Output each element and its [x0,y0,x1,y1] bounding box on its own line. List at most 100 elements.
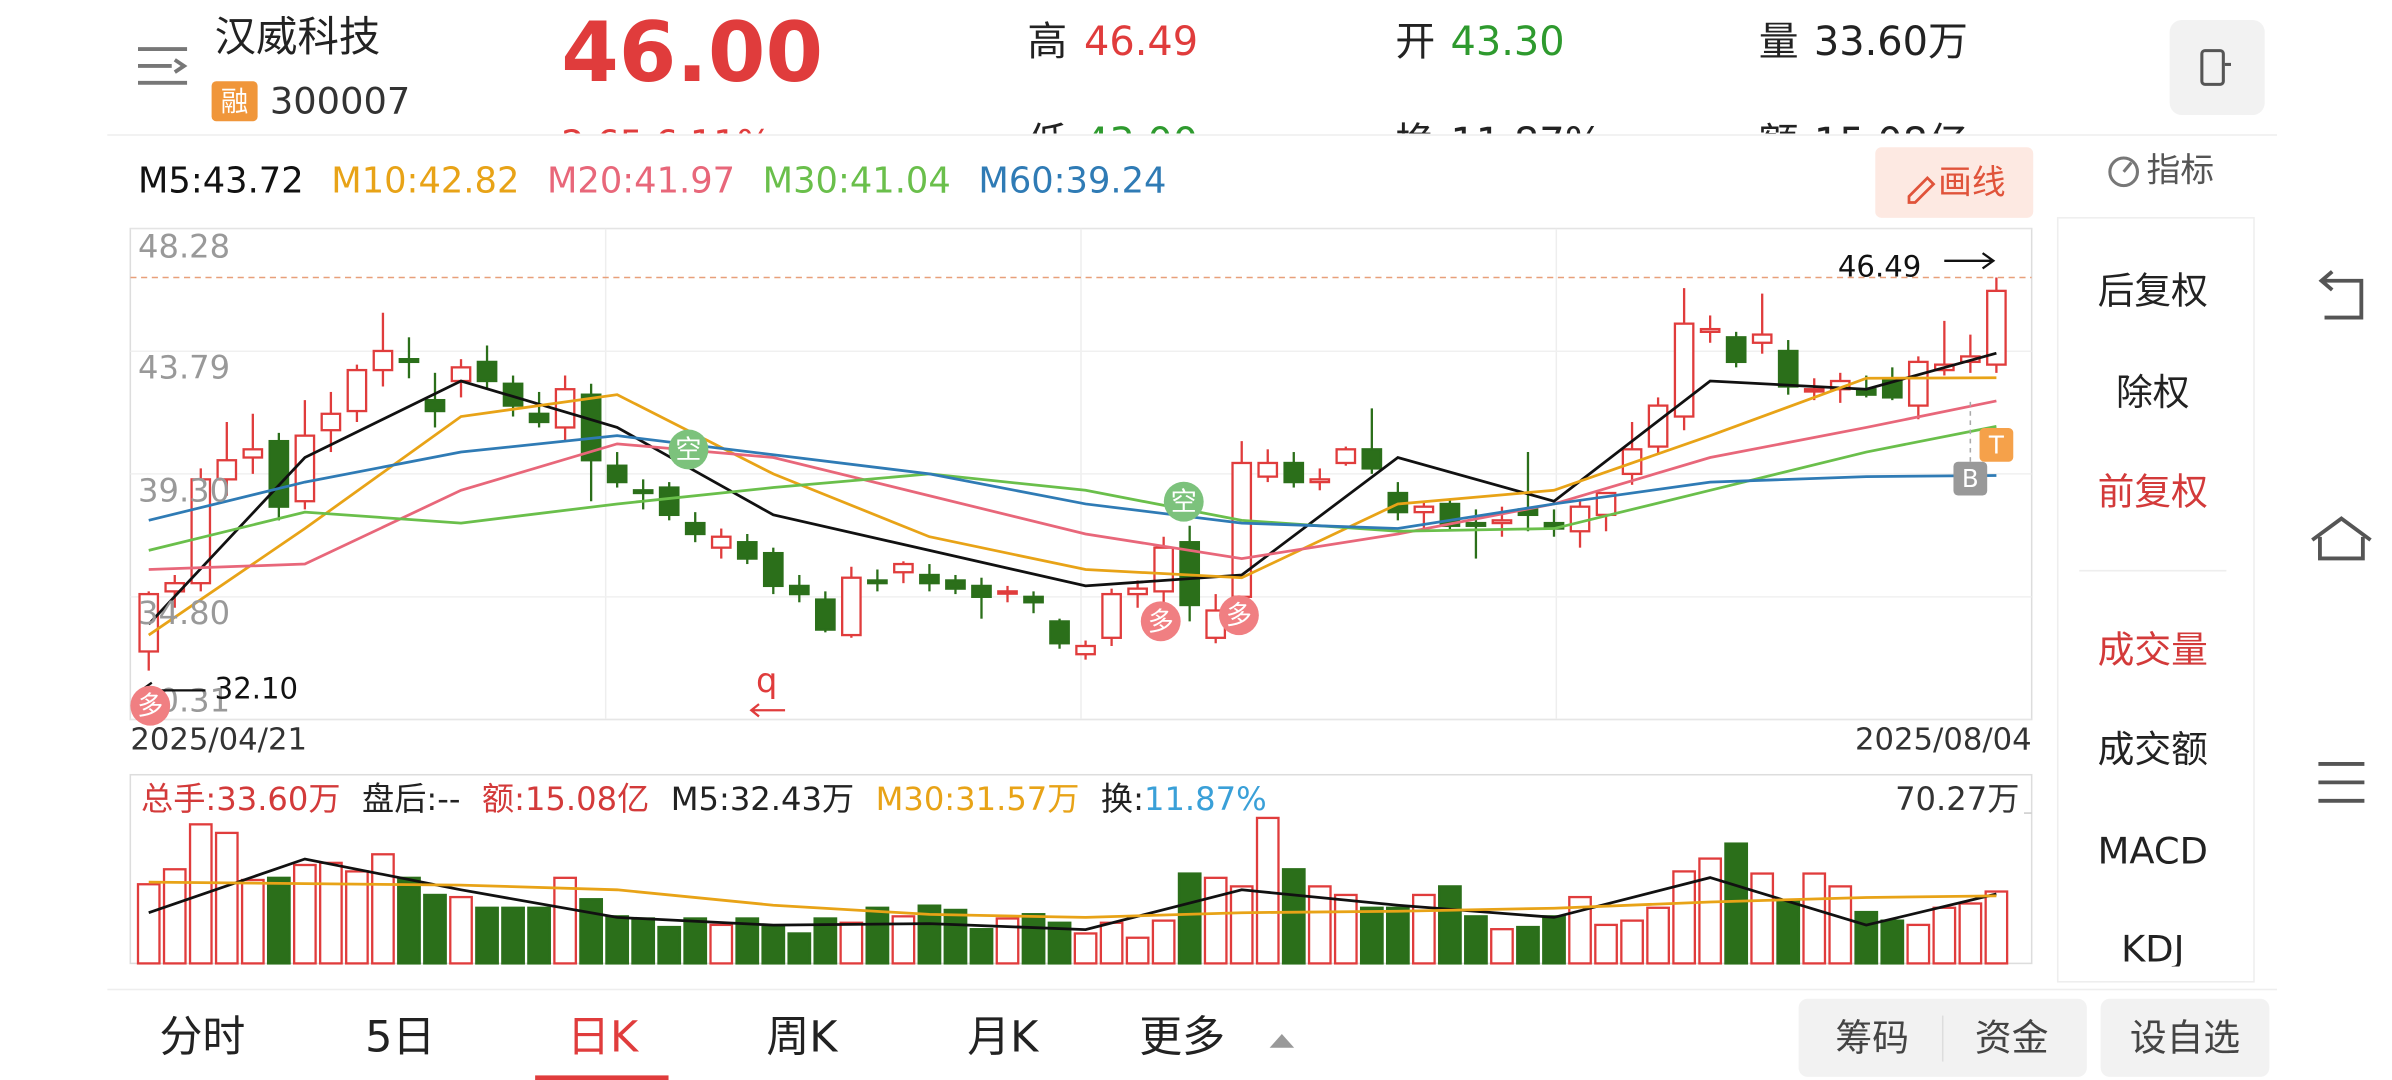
sidebar-item[interactable]: 除权 [2116,371,2190,414]
candle-body [632,489,654,495]
candle-body [216,459,238,481]
candle-body [424,398,446,413]
candle-body [320,412,342,432]
value: 15.08亿 [1814,120,1968,166]
candle-body [372,349,394,372]
more-arrow [1269,1033,1295,1048]
tab[interactable]: 分时 [159,1013,245,1063]
nav-home[interactable] [2311,516,2372,561]
volume-bar [1542,915,1566,965]
tab[interactable]: 周K [766,1013,839,1063]
volume-bar [1828,885,1853,965]
value: 46.49 [1084,19,1198,65]
label: 高 [1027,19,1067,65]
volume-bar [813,917,838,965]
volume-bar [735,917,760,965]
tab[interactable]: 日K [567,1013,640,1063]
sidebar-item[interactable]: KDJ [2121,928,2184,971]
tab[interactable]: 更多 [1139,1013,1225,1063]
candle-body [476,360,498,383]
sidebar-item[interactable]: 成交额 [2098,728,2208,771]
candle-body [684,521,706,536]
candle-body [1283,461,1305,484]
button[interactable]: 设自选 [2130,1017,2240,1060]
volume-bar [1568,895,1592,965]
volume-bar [1724,842,1749,965]
volume-bar [449,895,473,965]
t-label: T [1988,430,2005,459]
volume-bar [1333,893,1358,965]
volume-bar [891,915,916,965]
volume-bar [1906,923,1931,965]
volume-bar [397,876,421,965]
button-bg [2100,998,2270,1077]
nav-back[interactable] [2318,270,2364,320]
candle-body [1361,448,1383,470]
buttons: 筹码 资金 设自选 [1835,1017,2240,1060]
volume-bar [1802,872,1827,965]
candle-body [1569,505,1591,533]
candle-body [1153,546,1174,593]
price: 46.00 [561,4,823,101]
candle-body [788,584,810,596]
sidebar-item[interactable]: 成交量 [2098,628,2208,671]
indicator-button[interactable]: 指标 [2108,150,2214,189]
sidebar-item[interactable]: 前复权 [2098,470,2208,513]
candle-body [554,388,576,429]
volume-bar [1880,919,1905,965]
candle-body [1751,333,1773,344]
candle-body [1673,322,1695,418]
volume-bar [266,876,291,965]
start-date: 2025/04/21 [130,722,307,757]
candle-body [814,598,836,631]
volume-bar [1932,906,1957,965]
phone-button[interactable] [2169,19,2265,116]
volume-bar [1594,923,1618,965]
volume-bar [579,898,604,965]
volume-bar [1672,870,1697,965]
sidebar-item[interactable]: 后复权 [2098,270,2208,313]
candle-body [1777,349,1799,388]
nav-menu[interactable] [2318,762,2365,803]
tab[interactable]: 月K [967,1013,1040,1063]
ma-legend: M10:42.82 [331,161,519,202]
ma-line [148,880,1997,919]
button[interactable]: 筹码 [1835,1017,1909,1060]
tab-underline [535,1075,669,1080]
volume-legend: 盘后:-- [362,780,460,818]
candle-body [398,358,420,364]
tab[interactable]: 5日 [365,1013,435,1063]
indicator-label: 指标 [2147,150,2214,189]
volume-legend: 换: [1101,780,1144,818]
volume-bar [787,932,812,965]
volume-bar [969,928,994,965]
candle-body [346,368,368,413]
volume-bar [1698,857,1723,965]
candle-body [268,439,290,508]
t-marker [1979,428,2014,462]
ma-line [147,351,1997,626]
volume-bar [214,831,239,965]
change: 2.65 6.11% [561,122,771,165]
volume-bar [1125,936,1150,965]
volume-bar [761,925,786,965]
candle-body [1023,595,1044,604]
candle-body [945,579,966,590]
volume-bar [943,908,968,965]
price-plot [130,228,2032,720]
stock-name: 汉威科技 [215,13,381,61]
button[interactable]: 资金 [1975,1017,2049,1060]
y-tick-label: 34.80 [138,594,230,632]
volume-bar [1359,906,1384,965]
volume-bar [631,917,656,965]
candle-body [997,590,1018,595]
volume-bar [865,906,890,965]
y-tick-label: 48.28 [138,228,230,266]
ma-line [148,434,1997,530]
menu-icon[interactable] [138,47,188,85]
volume-bar [1151,919,1176,965]
volume-bar [1307,885,1332,965]
sidebar-item[interactable]: MACD [2098,829,2208,872]
draw-button[interactable]: 画线 [1875,147,2034,218]
volume-legend: 额:15.08亿 [482,780,649,818]
